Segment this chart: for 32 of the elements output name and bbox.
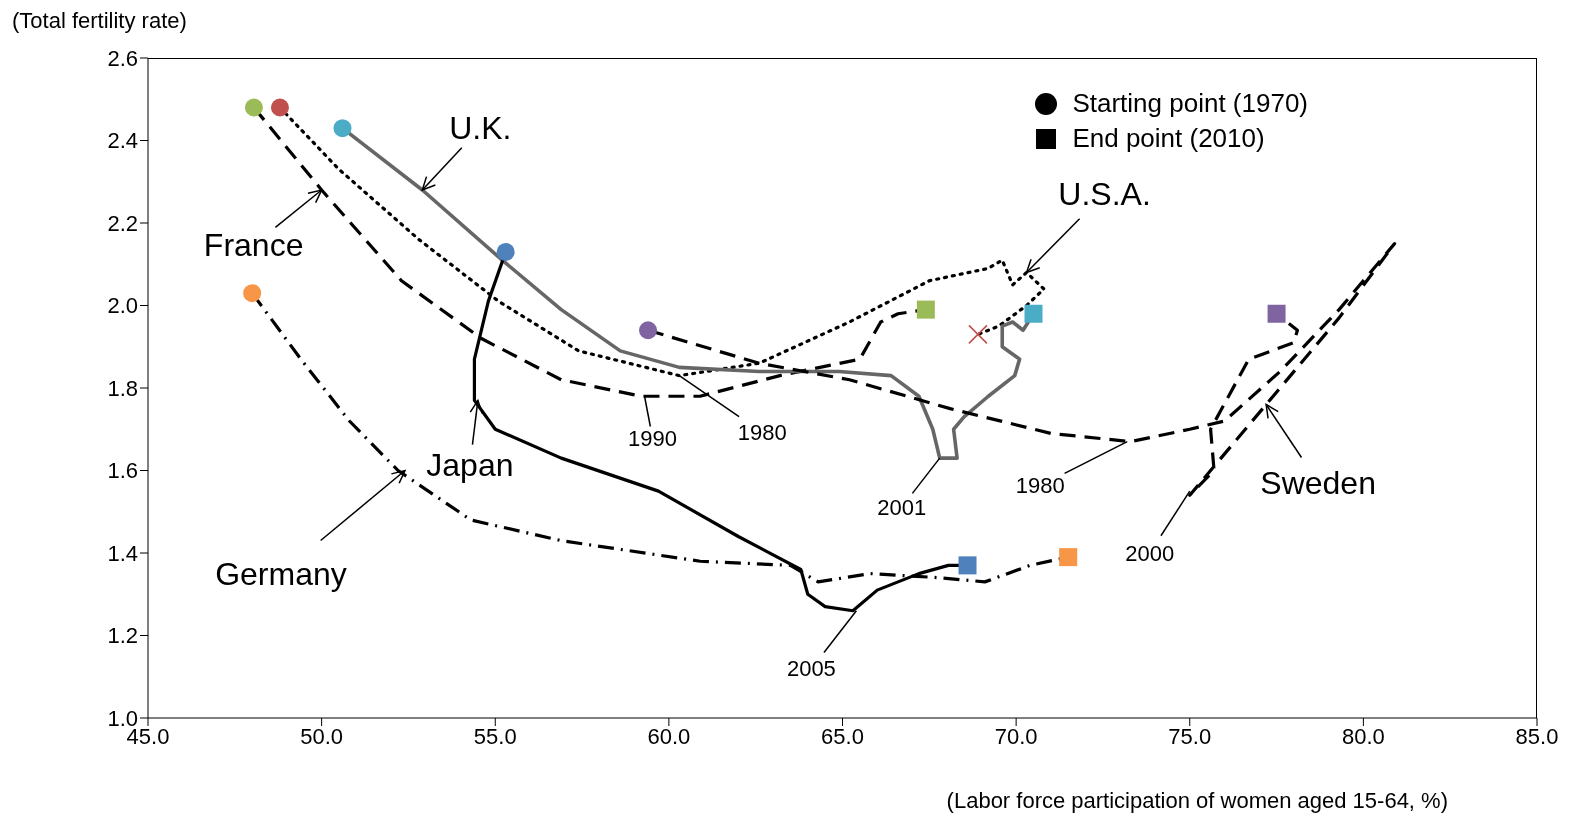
annotation: France: [203, 227, 304, 263]
annotation: Sweden: [1260, 464, 1376, 501]
annotation: End point (2010): [1072, 123, 1265, 154]
annotation: 2000: [1125, 540, 1175, 566]
x-tick-label: 85.0: [1515, 723, 1559, 749]
y-tick-label: 1.6: [107, 458, 138, 484]
annotation: 2005: [786, 656, 836, 682]
annotation: 2001: [877, 494, 927, 520]
x-tick-label: 80.0: [1341, 723, 1385, 749]
annotation: Germany: [215, 555, 347, 592]
y-tick-label: 1.4: [107, 540, 138, 566]
y-tick-label: 1.2: [107, 623, 138, 649]
y-tick-label: 2.2: [107, 210, 138, 236]
x-tick-label: 60.0: [647, 723, 691, 749]
x-tick-label: 70.0: [994, 723, 1038, 749]
y-tick-label: 1.8: [107, 375, 138, 401]
y-tick-label: 2.6: [107, 45, 138, 71]
annotation: Starting point (1970): [1072, 88, 1308, 119]
x-tick-label: 65.0: [821, 723, 864, 749]
x-tick-label: 55.0: [473, 723, 517, 749]
x-axis-title: (Labor force participation of women aged 15-64, %): [946, 788, 1448, 814]
annotation: 1980: [737, 420, 787, 446]
annotation: 1990: [628, 425, 678, 451]
annotation: U.K.: [449, 110, 512, 146]
annotation: U.S.A.: [1058, 175, 1151, 212]
y-tick-label: 2.4: [107, 128, 138, 154]
y-tick-label: 2.0: [107, 293, 138, 319]
y-axis-title: (Total fertility rate): [12, 8, 187, 34]
x-tick-label: 75.0: [1168, 723, 1212, 749]
x-tick-label: 50.0: [300, 723, 344, 749]
annotation: 1980: [1015, 473, 1065, 499]
annotation: Japan: [426, 447, 514, 484]
